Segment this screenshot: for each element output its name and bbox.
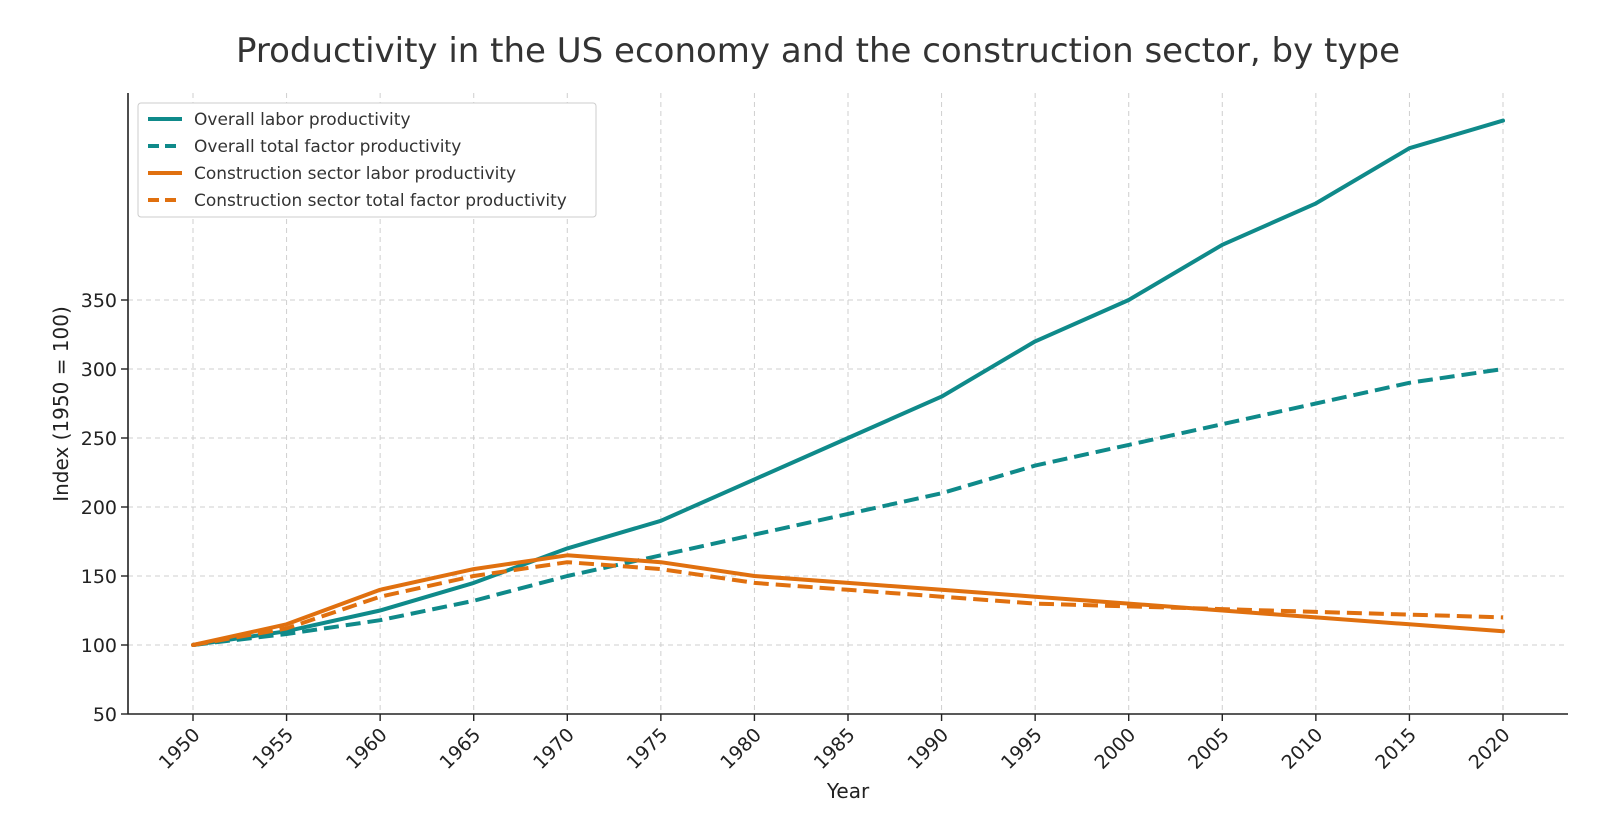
legend-label-3: Construction sector labor productivity [194,164,516,184]
series-line-2 [192,367,1504,647]
chart-title: Productivity in the US economy and the c… [236,31,1400,71]
y-tick-label: 300 [81,359,117,381]
legend-label-1: Overall labor productivity [194,110,411,130]
legend: Overall labor productivity Overall total … [137,102,597,218]
series-line-4 [192,560,1504,647]
legend-box [137,102,597,218]
x-tick-label: 1985 [810,724,860,774]
x-tick-label: 1965 [435,724,485,774]
series-line-3 [191,553,1505,647]
x-tick-label: 1995 [997,724,1047,774]
y-ticks: 50 100 150 200 250 300 350 [81,290,128,726]
x-tick-label: 2020 [1465,724,1515,774]
x-tick-label: 1955 [248,724,298,774]
legend-label-2: Overall total factor productivity [194,137,461,157]
x-ticks: 1950 1955 1960 1965 1970 1975 1980 1985 1990 1995… [155,714,1515,774]
y-tick-label: 50 [93,704,117,726]
x-tick-label: 2000 [1090,724,1140,774]
x-tick-label: 2005 [1184,724,1234,774]
y-tick-label: 100 [81,635,117,657]
y-tick-label: 350 [81,290,117,312]
x-tick-label: 1975 [623,724,673,774]
legend-label-4: Construction sector total factor product… [194,191,567,211]
x-tick-label: 1950 [155,724,205,774]
y-tick-label: 250 [81,428,117,450]
series-line-1 [191,118,1505,647]
x-tick-label: 1980 [716,724,766,774]
x-tick-label: 2015 [1371,724,1421,774]
series-lines [191,118,1505,647]
y-tick-label: 150 [81,566,117,588]
x-tick-label: 1970 [529,724,579,774]
x-tick-label: 1960 [342,724,392,774]
y-axis-label: Index (1950 = 100) [49,306,73,502]
x-axis-label: Year [826,779,870,803]
y-tick-label: 200 [81,497,117,519]
x-tick-label: 1990 [903,724,953,774]
x-tick-label: 2010 [1278,724,1328,774]
